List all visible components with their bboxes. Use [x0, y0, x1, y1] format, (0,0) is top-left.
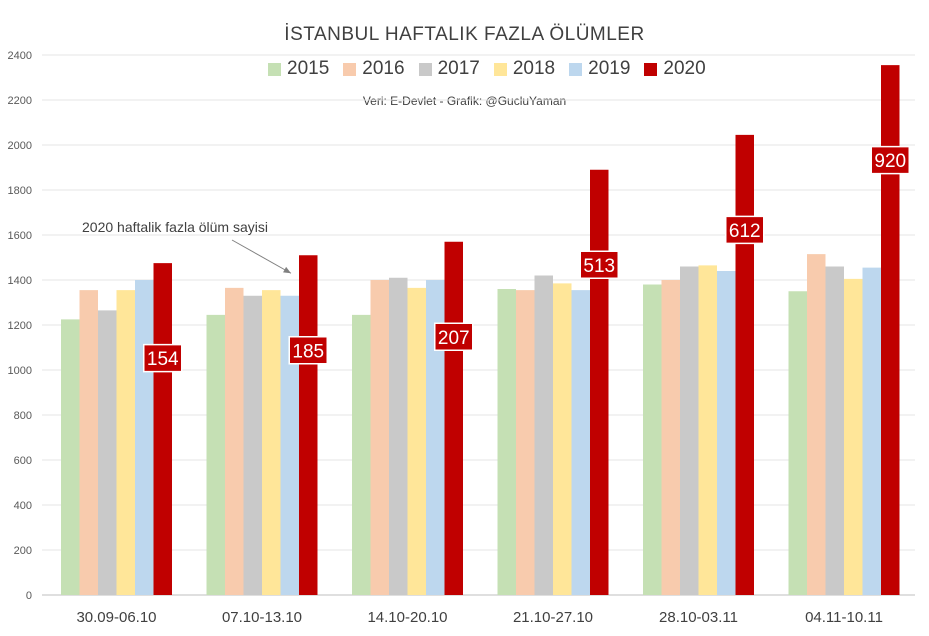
- data-label: 207: [438, 328, 470, 349]
- bar: [571, 290, 590, 595]
- bar: [661, 280, 680, 595]
- data-label-box: [725, 215, 765, 245]
- annotation-arrowhead: [283, 266, 291, 274]
- y-tick-label: 1200: [8, 320, 32, 332]
- bar: [225, 287, 244, 595]
- bar: [444, 241, 463, 595]
- legend-label: 2020: [663, 58, 706, 79]
- bar: [206, 314, 225, 595]
- bar: [61, 319, 80, 595]
- legend-item-2019: 2019: [569, 58, 630, 80]
- legend-swatch: [268, 62, 281, 76]
- bar: [643, 284, 662, 595]
- x-tick-label: 04.11-10.11: [805, 609, 883, 626]
- bar: [735, 134, 754, 595]
- y-tick-label: 400: [14, 500, 32, 512]
- legend-swatch: [418, 62, 432, 76]
- x-tick-label: 21.10-27.10: [513, 609, 593, 626]
- x-tick-label: 28.10-03.11: [659, 609, 738, 626]
- data-label: 612: [729, 221, 761, 242]
- legend-swatch: [644, 62, 658, 76]
- x-tick-label: 14.10-20.10: [367, 609, 447, 626]
- legend-label: 2019: [588, 58, 631, 79]
- legend-item-2017: 2017: [418, 58, 480, 80]
- data-label: 920: [874, 151, 906, 172]
- bar: [862, 267, 881, 595]
- y-tick-label: 2400: [8, 50, 32, 62]
- legend-item-2016: 2016: [343, 58, 405, 80]
- bar: [717, 271, 736, 595]
- bar: [788, 291, 807, 595]
- bar: [116, 290, 135, 595]
- y-tick-label: 1600: [8, 230, 32, 242]
- bar: [407, 287, 426, 595]
- legend-item-2020: 2020: [644, 58, 706, 80]
- bar: [807, 254, 826, 595]
- bar: [280, 295, 299, 595]
- legend-label: 2016: [362, 58, 405, 79]
- data-label: 154: [147, 349, 179, 370]
- annotation-arrow-line: [231, 239, 292, 274]
- annotation-text: 2020 haftalik fazla ölüm sayisi: [82, 219, 268, 235]
- data-label-box: [870, 145, 910, 175]
- legend-swatch: [343, 62, 357, 76]
- y-tick-label: 600: [14, 455, 32, 467]
- data-label: 185: [292, 341, 324, 362]
- bar: [370, 280, 389, 595]
- bar: [590, 169, 609, 595]
- legend-label: 2018: [512, 58, 556, 79]
- bar: [516, 290, 535, 595]
- y-tick-label: 200: [14, 545, 32, 557]
- data-label-box: [434, 322, 474, 351]
- x-tick-label: 07.10-13.10: [222, 609, 302, 626]
- bar: [79, 290, 98, 595]
- bar: [680, 266, 699, 595]
- bar: [389, 277, 408, 595]
- x-tick-label: 30.09-06.10: [76, 609, 156, 626]
- bar: [98, 310, 117, 595]
- legend-item-2015: 2015: [268, 58, 329, 80]
- bar: [497, 289, 516, 595]
- bar: [881, 65, 900, 595]
- bar: [844, 278, 863, 595]
- bar: [426, 280, 445, 595]
- data-label: 513: [583, 256, 615, 277]
- y-tick-label: 0: [26, 590, 32, 602]
- y-tick-label: 1000: [8, 365, 32, 377]
- bar: [698, 265, 717, 595]
- y-tick-label: 2000: [8, 140, 32, 152]
- bar: [825, 266, 844, 595]
- data-label-box: [288, 336, 328, 365]
- bar: [534, 275, 553, 595]
- bar: [299, 255, 318, 595]
- chart-subtitle: Veri: E-Devlet - Grafik: @GucluYaman: [362, 94, 567, 108]
- data-label-box: [579, 250, 619, 279]
- legend-label: 2015: [287, 58, 330, 79]
- y-tick-label: 1800: [8, 185, 32, 197]
- legend-item-2018: 2018: [493, 58, 556, 80]
- legend-swatch: [569, 62, 583, 76]
- legend-swatch: [493, 62, 507, 76]
- bar: [553, 283, 572, 595]
- bar: [135, 280, 154, 595]
- y-tick-label: 800: [14, 410, 32, 422]
- bar: [352, 314, 371, 595]
- chart-legend: 2015 2016 2017 2018 2019 2020: [268, 58, 706, 80]
- y-tick-label: 1400: [8, 275, 32, 287]
- chart-title: İSTANBUL HAFTALIK FAZLA ÖLÜMLER: [284, 24, 645, 45]
- data-label-box: [143, 343, 183, 373]
- y-tick-label: 2200: [8, 95, 32, 107]
- bar: [153, 263, 172, 595]
- bar: [262, 290, 281, 595]
- legend-label: 2017: [437, 58, 480, 79]
- bar: [243, 295, 262, 595]
